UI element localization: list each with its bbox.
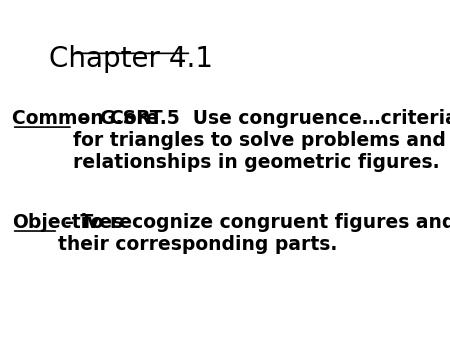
Text: Common Core: Common Core	[12, 108, 158, 128]
Text: -  G.SRT.5  Use congruence…criteria
for triangles to solve problems and prove
re: - G.SRT.5 Use congruence…criteria for tr…	[73, 108, 450, 172]
Text: – To recognize congruent figures and
their corresponding parts.: – To recognize congruent figures and the…	[58, 213, 450, 254]
Text: Chapter 4.1: Chapter 4.1	[50, 45, 213, 73]
Text: Objectives: Objectives	[12, 213, 123, 232]
